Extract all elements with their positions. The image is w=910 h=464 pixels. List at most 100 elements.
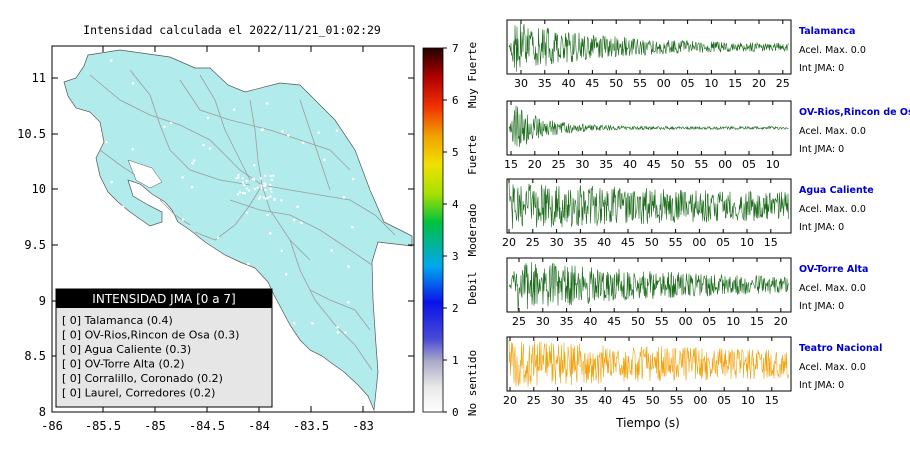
- map-x-tick-label: -84: [248, 419, 270, 433]
- waveform-tick-label: 25: [512, 315, 526, 328]
- waveform-tick-label: 15: [750, 315, 764, 328]
- waveform-panel: 25 30 35 40 45 50 55 00 05 10 15 20 OV-Torre Alta Ace…: [506, 257, 868, 328]
- waveform-tick-label: 55: [655, 315, 669, 328]
- legend-item: [ 0] Corralillo, Coronado (0.2): [62, 372, 223, 385]
- station-int: Int JMA: 0: [799, 301, 844, 312]
- intensity-legend: INTENSIDAD JMA [0 a 7] [ 0] Talamanca (0…: [55, 288, 273, 408]
- waveform-tick-label: 25: [552, 158, 566, 171]
- map-y-tick-label: 8: [39, 405, 46, 419]
- map-y-tick-label: 9: [39, 294, 46, 308]
- station-int: Int JMA: 0: [799, 380, 844, 391]
- station-name: Teatro Nacional: [799, 343, 882, 354]
- waveform-tick-label: 50: [645, 236, 659, 249]
- map-x-tick-label: -85: [144, 419, 166, 433]
- waveform-tick-label: 30: [514, 77, 528, 90]
- gulf-nicoya: [127, 159, 163, 189]
- waveform-tick-label: 20: [752, 77, 766, 90]
- waveform-tick-label: 50: [646, 394, 660, 407]
- waveform-panel: 20 25 30 35 40 45 50 55 00 05 10 15 Agua Caliente Ace…: [502, 178, 874, 249]
- waveform-tick-label: 25: [526, 236, 540, 249]
- waveform-tick-label: 50: [671, 158, 685, 171]
- map-x-tick-label: -86: [41, 419, 63, 433]
- waveform-tick-label: 10: [740, 236, 754, 249]
- legend-item: [ 0] Laurel, Corredores (0.2): [62, 387, 215, 400]
- waveform-tick-label: 10: [766, 158, 780, 171]
- waveform-tick-label: 55: [694, 158, 708, 171]
- waveform-panel: 15 20 25 30 35 40 45 50 55 00 05 10 OV-Rios,Rincon d…: [504, 100, 910, 171]
- map-x-tick-label: -83.5: [293, 419, 329, 433]
- waveform-tick-label: 40: [597, 236, 611, 249]
- map-x-tick-label: -83: [352, 419, 374, 433]
- road-network: [89, 69, 396, 371]
- colorbar-tick-label: 6: [452, 94, 459, 107]
- waveform-tick-label: 45: [585, 77, 599, 90]
- waveform-tick-label: 25: [776, 77, 790, 90]
- waveform-tick-label: 10: [726, 315, 740, 328]
- waveform-tick-label: 45: [621, 236, 635, 249]
- colorbar-tick-label: 5: [452, 146, 459, 159]
- waveform-tick-label: 35: [573, 236, 587, 249]
- colorbar-ticks: 0 1 2 3 4 5 6 7: [443, 42, 459, 419]
- station-int: Int JMA: 0: [799, 222, 844, 233]
- colorbar: 0 1 2 3 4 5 6 7 No sentido Debil Moderado Fuerte Mu…: [422, 42, 479, 419]
- waveform-tick-label: 00: [693, 394, 707, 407]
- station-name: OV-Torre Alta: [799, 264, 868, 275]
- waveform-tick-label: 15: [728, 77, 742, 90]
- station-acel: Acel. Max. 0.0: [799, 283, 866, 294]
- legend-item: [ 0] OV-Torre Alta (0.2): [62, 358, 185, 371]
- waveform-panels: 30 35 40 45 50 55 00 05 10 15 20 25 Talamanca Acel. M…: [502, 19, 910, 407]
- waveform-panel: 30 35 40 45 50 55 00 05 10 15 20 25 Talamanca Acel. M…: [506, 19, 866, 90]
- waveform-tick-label: 30: [550, 236, 564, 249]
- colorbar-category-label: Muy Fuerte: [466, 42, 479, 108]
- map-y-tick-label: 10.5: [17, 127, 46, 141]
- station-name: OV-Rios,Rincon de Osa: [799, 107, 910, 118]
- waveform-tick-label: 15: [765, 394, 779, 407]
- legend-item: [ 0] Talamanca (0.4): [62, 314, 173, 327]
- map-title: Intensidad calculada el 2022/11/21_01:02…: [83, 23, 381, 37]
- waveform-tick-label: 35: [560, 315, 574, 328]
- station-int: Int JMA: 0: [799, 144, 844, 155]
- waveform-tick-label: 55: [633, 77, 647, 90]
- waveform-tick-label: 30: [575, 158, 589, 171]
- waveform-tick-label: 50: [609, 77, 623, 90]
- colorbar-tick-label: 4: [452, 198, 459, 211]
- colorbar-tick-label: 3: [452, 250, 459, 263]
- waveform-tick-label: 15: [504, 158, 518, 171]
- waveform-tick-label: 20: [503, 394, 517, 407]
- map-y-tick-label: 8.5: [24, 349, 46, 363]
- waveform-tick-label: 40: [583, 315, 597, 328]
- waveform-tick-label: 05: [702, 315, 716, 328]
- waveform-tick-label: 50: [631, 315, 645, 328]
- waveform-tick-label: 10: [704, 77, 718, 90]
- waveform-tick-label: 35: [538, 77, 552, 90]
- waveform-tick-label: 40: [598, 394, 612, 407]
- waveform-trace: [508, 340, 789, 387]
- waveform-tick-label: 00: [692, 236, 706, 249]
- colorbar-tick-label: 1: [452, 354, 459, 367]
- colorbar-category-label: Fuerte: [466, 135, 479, 175]
- map-y-tick-label: 9.5: [24, 238, 46, 252]
- station-name: Talamanca: [799, 26, 855, 37]
- waveform-tick-label: 05: [716, 236, 730, 249]
- costa-rica-land: [63, 49, 413, 412]
- waveform-tick-label: 35: [599, 158, 613, 171]
- colorbar-labels: No sentido Debil Moderado Fuerte Muy Fuerte: [466, 42, 479, 416]
- waveform-trace: [508, 262, 789, 311]
- legend-header: INTENSIDAD JMA [0 a 7]: [92, 292, 235, 306]
- colorbar-tick-label: 2: [452, 302, 459, 315]
- waveform-tick-label: 25: [527, 394, 541, 407]
- legend-item: [ 0] OV-Rios,Rincon de Osa (0.3): [62, 329, 239, 342]
- waveform-tick-label: 45: [622, 394, 636, 407]
- waveform-tick-label: 10: [741, 394, 755, 407]
- station-int: Int JMA: 0: [799, 63, 844, 74]
- colorbar-tick-label: 0: [452, 406, 459, 419]
- station-acel: Acel. Max. 0.0: [799, 45, 866, 56]
- station-acel: Acel. Max. 0.0: [799, 362, 866, 373]
- waveform-trace: [508, 23, 789, 72]
- station-name: Agua Caliente: [799, 185, 874, 196]
- map-y-tick-label: 10: [32, 182, 46, 196]
- colorbar-category-label: Debil: [466, 271, 479, 304]
- colorbar-gradient: [422, 47, 444, 413]
- waveform-tick-label: 05: [742, 158, 756, 171]
